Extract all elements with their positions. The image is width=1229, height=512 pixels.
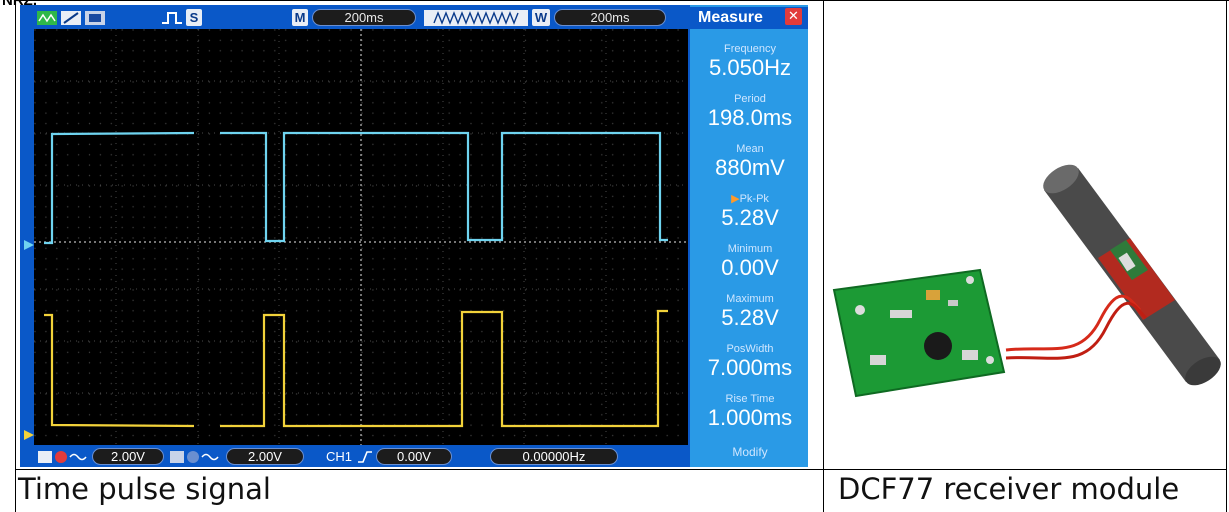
measure-value: 5.28V xyxy=(721,305,779,330)
window-timebase-readout: 200ms xyxy=(554,9,666,26)
measure-label: Period xyxy=(734,93,766,105)
ch2-coupling-icon xyxy=(170,448,220,465)
measure-value: 1.000ms xyxy=(707,405,793,430)
measure-item: Rise Time 1.000ms xyxy=(690,393,808,430)
main-timebase-readout: 200ms xyxy=(312,9,416,26)
selected-marker-icon: ▶ xyxy=(731,193,740,205)
mode-badge: M xyxy=(292,9,308,26)
memory-position-bar xyxy=(424,9,528,26)
trigger-frequency-readout: 0.00000Hz xyxy=(490,448,618,465)
center-axes xyxy=(34,29,688,445)
channel1-trace xyxy=(44,131,668,245)
dcf77-module-photo xyxy=(830,150,1222,410)
math-icon xyxy=(36,9,58,26)
scope-top-bar: S M 200ms W 200ms xyxy=(20,5,688,29)
measure-value: 198.0ms xyxy=(707,105,793,130)
modify-label: Modify xyxy=(732,445,768,459)
measure-item: Frequency 5.050Hz xyxy=(690,43,808,80)
trigger-edge-icon xyxy=(160,9,184,26)
stop-badge: S xyxy=(186,9,202,26)
scope-bottom-bar: 2.00V 2.00V CH1 0.00V 0.00000Hz xyxy=(20,445,688,467)
measure-label: Mean xyxy=(736,143,764,155)
ch1-volts-div-readout: 2.00V xyxy=(92,448,164,465)
measure-value: 5.28V xyxy=(721,205,779,230)
measure-value: 880mV xyxy=(715,155,785,180)
table-divider-vertical xyxy=(823,0,824,512)
measure-item: Maximum 5.28V xyxy=(690,293,808,330)
measure-label: Rise Time xyxy=(725,393,775,405)
cut-off-heading-text: NRZ. xyxy=(2,0,37,9)
measure-panel: Measure ✕ Frequency 5.050Hz Period 198.0… xyxy=(688,5,808,467)
channel1-ground-marker xyxy=(24,235,34,250)
table-border-right xyxy=(1226,0,1227,512)
channel2-trace xyxy=(44,309,668,428)
grid-dots xyxy=(34,29,688,445)
measure-value: 7.000ms xyxy=(707,355,793,380)
table-border-left xyxy=(15,0,16,512)
caption-dcf77-receiver-module: DCF77 receiver module xyxy=(838,472,1180,506)
ch2-volts-div-readout: 2.00V xyxy=(226,448,304,465)
red-wires xyxy=(1005,294,1142,352)
display-icon xyxy=(84,9,106,26)
measure-label: Minimum xyxy=(727,243,773,255)
oscilloscope-screen: S M 200ms W 200ms xyxy=(20,5,808,467)
measure-label: PosWidth xyxy=(726,343,774,355)
caption-time-pulse-signal: Time pulse signal xyxy=(18,472,271,506)
window-badge: W xyxy=(532,9,550,26)
table-border-top xyxy=(15,0,1229,1)
measure-item: Period 198.0ms xyxy=(690,93,808,130)
measure-label: Maximum xyxy=(726,293,774,305)
antenna-coil xyxy=(1098,238,1175,320)
trigger-level-readout: 0.00V xyxy=(376,448,452,465)
measure-item: Minimum 0.00V xyxy=(690,243,808,280)
measure-label: ▶Pk-Pk xyxy=(731,193,769,205)
measure-value: 5.050Hz xyxy=(709,55,791,80)
measure-item: PosWidth 7.000ms xyxy=(690,343,808,380)
measure-panel-title: Measure xyxy=(690,7,808,29)
measure-label: Frequency xyxy=(724,43,776,55)
table-divider-horizontal xyxy=(15,469,1226,470)
receiver-pcb xyxy=(832,268,1006,398)
ch1-coupling-icon xyxy=(38,448,88,465)
waveform-display xyxy=(34,29,688,445)
measure-item: Mean 880mV xyxy=(690,143,808,180)
measure-value: 0.00V xyxy=(721,255,779,280)
rising-edge-icon xyxy=(356,448,374,465)
trigger-source-label: CH1 xyxy=(325,449,352,464)
measure-item: ▶Pk-Pk 5.28V xyxy=(690,193,808,230)
waveform-svg xyxy=(34,29,688,445)
close-icon: ✕ xyxy=(785,8,802,25)
channel2-ground-marker xyxy=(24,425,34,440)
cursor-icon xyxy=(60,9,82,26)
